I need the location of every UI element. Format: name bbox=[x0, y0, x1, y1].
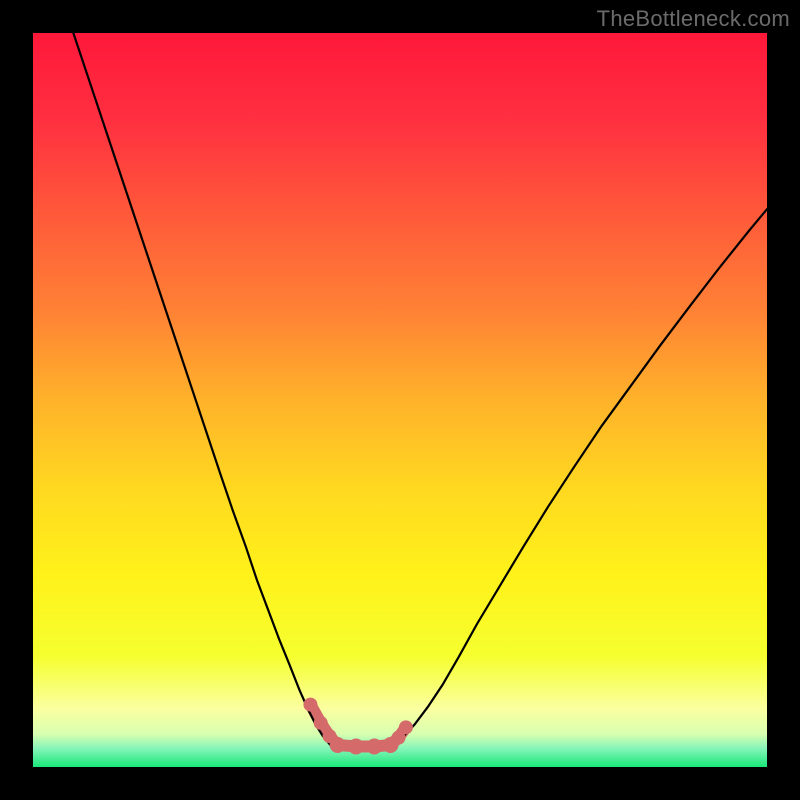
marker-point bbox=[348, 738, 364, 754]
curve-layer bbox=[33, 33, 767, 767]
chart-canvas: TheBottleneck.com bbox=[0, 0, 800, 800]
marker-point bbox=[399, 720, 413, 734]
curve-right-branch bbox=[393, 209, 767, 745]
marker-point bbox=[314, 716, 328, 730]
marker-point bbox=[330, 737, 346, 753]
watermark-text: TheBottleneck.com bbox=[597, 6, 790, 32]
marker-point bbox=[303, 698, 317, 712]
marker-point bbox=[366, 738, 382, 754]
curve-left-branch bbox=[73, 33, 330, 745]
bottom-markers-group bbox=[303, 698, 412, 755]
plot-area bbox=[33, 33, 767, 767]
